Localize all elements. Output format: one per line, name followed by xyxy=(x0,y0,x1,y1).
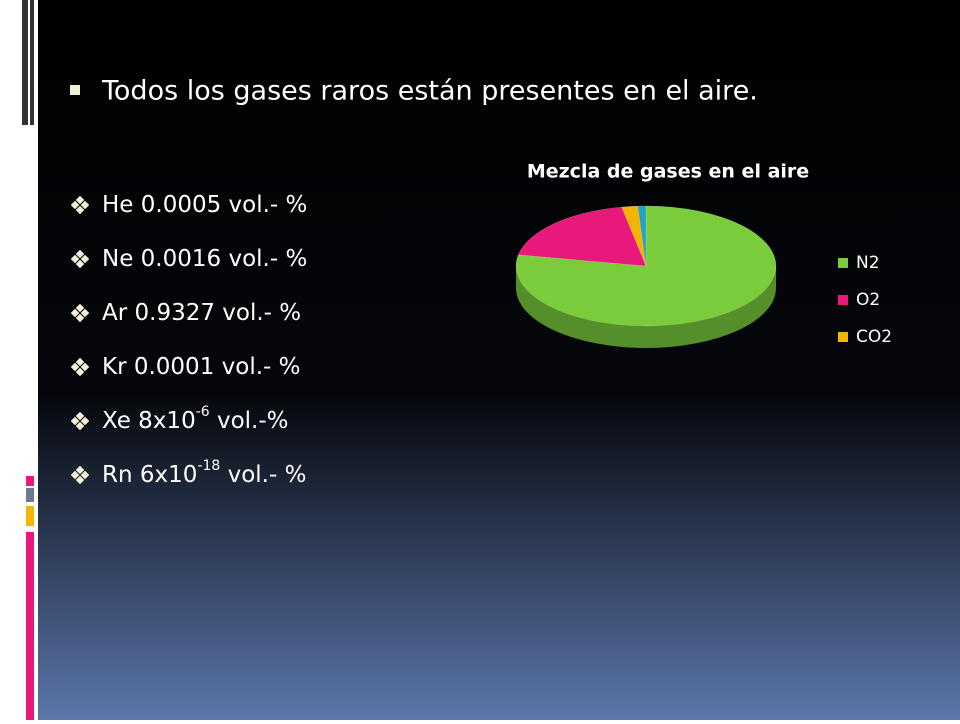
slice xyxy=(621,205,647,267)
bullet-petal xyxy=(75,357,85,367)
item-text: Ne 0.0016 vol.- % xyxy=(102,246,307,272)
bullet-diamond xyxy=(70,249,90,269)
side-block xyxy=(26,506,34,526)
bullet-diamond xyxy=(70,411,90,431)
item-sup: -6 xyxy=(196,404,210,420)
bullet-square xyxy=(70,85,80,95)
bullet-petal xyxy=(75,475,85,485)
side-block xyxy=(26,488,34,502)
legend-swatch xyxy=(838,332,848,342)
bullet-petal xyxy=(75,465,85,475)
side-block xyxy=(26,532,34,720)
heading: Todos los gases raros están presentes en… xyxy=(101,76,758,107)
bullet-petal xyxy=(80,470,90,480)
slice xyxy=(515,205,777,327)
bullet-petal xyxy=(80,308,90,318)
bullet-petal xyxy=(80,416,90,426)
bullet-petal xyxy=(75,205,85,215)
item-text: Ar 0.9327 vol.- % xyxy=(102,300,301,326)
item-sup: -18 xyxy=(197,458,220,474)
bullet-diamond xyxy=(70,195,90,215)
legend-label: N2 xyxy=(856,253,880,273)
bullet-petal xyxy=(75,259,85,269)
legend-swatch xyxy=(838,258,848,268)
item-text: He 0.0005 vol.- % xyxy=(102,192,307,218)
bullet-petal xyxy=(70,200,80,210)
bullet-petal xyxy=(80,254,90,264)
pie xyxy=(515,205,777,348)
list-item: He 0.0005 vol.- % xyxy=(102,192,307,218)
list: He 0.0005 vol.- % Ne 0.0016 vol.- % Ar 0.9… xyxy=(70,192,307,488)
legend: N2 O2 CO2 xyxy=(838,253,892,347)
list-item: Kr 0.0001 vol.- % xyxy=(102,354,301,380)
bullet-petal xyxy=(70,308,80,318)
bullet-petal xyxy=(80,362,90,372)
bullet-diamond xyxy=(70,465,90,485)
side-stripe xyxy=(22,0,28,125)
bullet-petal xyxy=(70,362,80,372)
bullet-petal xyxy=(75,195,85,205)
bullet-petal xyxy=(70,470,80,480)
legend-label: CO2 xyxy=(856,327,892,347)
bullet-petal xyxy=(75,421,85,431)
slice xyxy=(637,205,647,267)
item-text: Kr 0.0001 vol.- % xyxy=(102,354,301,380)
list-item: Ar 0.9327 vol.- % xyxy=(102,300,301,326)
list-item: Xe 8x10-6 vol.-% xyxy=(102,404,289,434)
slice xyxy=(517,206,647,267)
item-after: vol.-% xyxy=(210,408,289,434)
list-item: Ne 0.0016 vol.- % xyxy=(102,246,307,272)
bullet-petal xyxy=(75,303,85,313)
side-block xyxy=(26,476,34,486)
bullet-petal xyxy=(80,200,90,210)
legend-label: O2 xyxy=(856,290,880,310)
bullet-petal xyxy=(75,313,85,323)
legend-swatch xyxy=(838,295,848,305)
bullet-petal xyxy=(75,411,85,421)
bullet-diamond xyxy=(70,303,90,323)
slice-side xyxy=(516,266,776,348)
side-stripe xyxy=(30,0,34,125)
item-text: Xe 8x10 xyxy=(102,408,196,434)
item-text: Rn 6x10 xyxy=(102,462,197,488)
bullet-petal xyxy=(75,249,85,259)
bullet-petal xyxy=(75,367,85,377)
list-item: Rn 6x10-18 vol.- % xyxy=(102,458,306,488)
item-after: vol.- % xyxy=(220,462,306,488)
bullet-petal xyxy=(70,416,80,426)
bullet-petal xyxy=(70,254,80,264)
bullet-diamond xyxy=(70,357,90,377)
chart-title: Mezcla de gases en el aire xyxy=(527,161,809,183)
